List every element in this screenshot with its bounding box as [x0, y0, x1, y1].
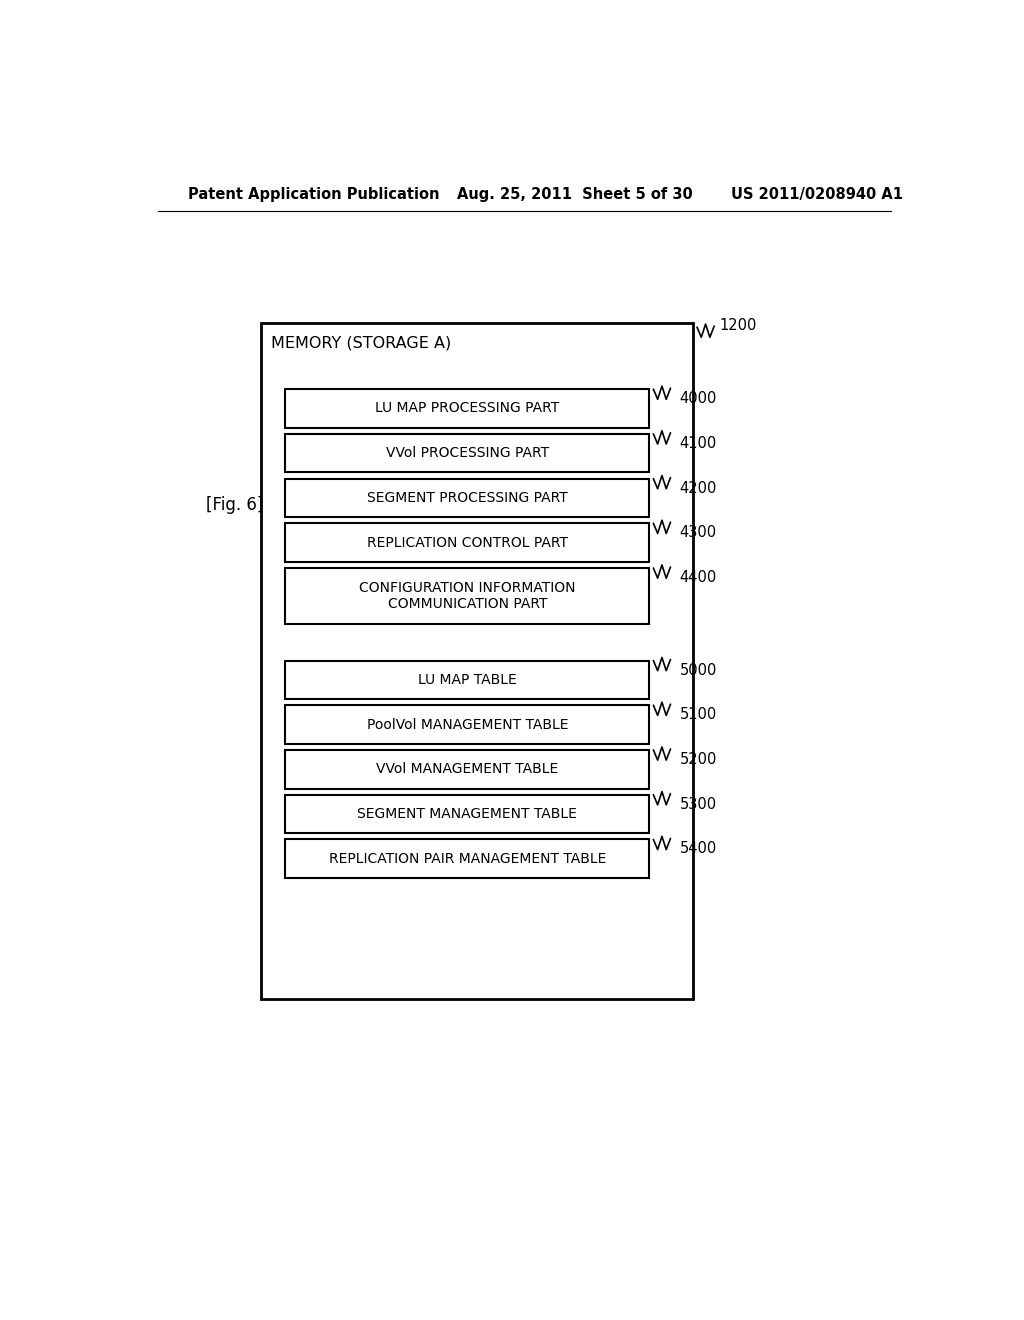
Text: 4200: 4200 [680, 480, 717, 495]
Text: US 2011/0208940 A1: US 2011/0208940 A1 [731, 187, 903, 202]
Bar [285, 795, 649, 833]
Text: MEMORY (STORAGE A): MEMORY (STORAGE A) [270, 335, 452, 350]
Text: SEGMENT PROCESSING PART: SEGMENT PROCESSING PART [367, 491, 567, 504]
Text: 5100: 5100 [680, 708, 717, 722]
Bar [285, 568, 649, 624]
Bar [285, 479, 649, 517]
Text: VVol PROCESSING PART: VVol PROCESSING PART [386, 446, 549, 461]
Text: VVol MANAGEMENT TABLE: VVol MANAGEMENT TABLE [376, 762, 558, 776]
Text: 4000: 4000 [680, 391, 717, 407]
Text: PoolVol MANAGEMENT TABLE: PoolVol MANAGEMENT TABLE [367, 718, 568, 731]
Bar [285, 523, 649, 562]
Text: 5400: 5400 [680, 841, 717, 857]
Text: LU MAP PROCESSING PART: LU MAP PROCESSING PART [375, 401, 559, 416]
Text: 4400: 4400 [680, 570, 717, 585]
Text: LU MAP TABLE: LU MAP TABLE [418, 673, 517, 686]
Bar [285, 660, 649, 700]
Text: 5300: 5300 [680, 797, 717, 812]
Bar [285, 434, 649, 473]
Text: CONFIGURATION INFORMATION
COMMUNICATION PART: CONFIGURATION INFORMATION COMMUNICATION … [359, 581, 575, 611]
Bar [285, 750, 649, 788]
Text: 5000: 5000 [680, 663, 717, 677]
Text: 1200: 1200 [719, 318, 757, 333]
Text: 5200: 5200 [680, 752, 717, 767]
Text: REPLICATION PAIR MANAGEMENT TABLE: REPLICATION PAIR MANAGEMENT TABLE [329, 851, 606, 866]
Text: REPLICATION CONTROL PART: REPLICATION CONTROL PART [367, 536, 567, 549]
Bar [261, 323, 693, 999]
Text: 4100: 4100 [680, 436, 717, 451]
Text: Aug. 25, 2011  Sheet 5 of 30: Aug. 25, 2011 Sheet 5 of 30 [458, 187, 693, 202]
Text: SEGMENT MANAGEMENT TABLE: SEGMENT MANAGEMENT TABLE [357, 807, 578, 821]
Bar [285, 389, 649, 428]
Bar [285, 840, 649, 878]
Text: 4300: 4300 [680, 525, 717, 540]
Text: Patent Application Publication: Patent Application Publication [187, 187, 439, 202]
Bar [285, 705, 649, 744]
Text: [Fig. 6]: [Fig. 6] [206, 496, 263, 513]
